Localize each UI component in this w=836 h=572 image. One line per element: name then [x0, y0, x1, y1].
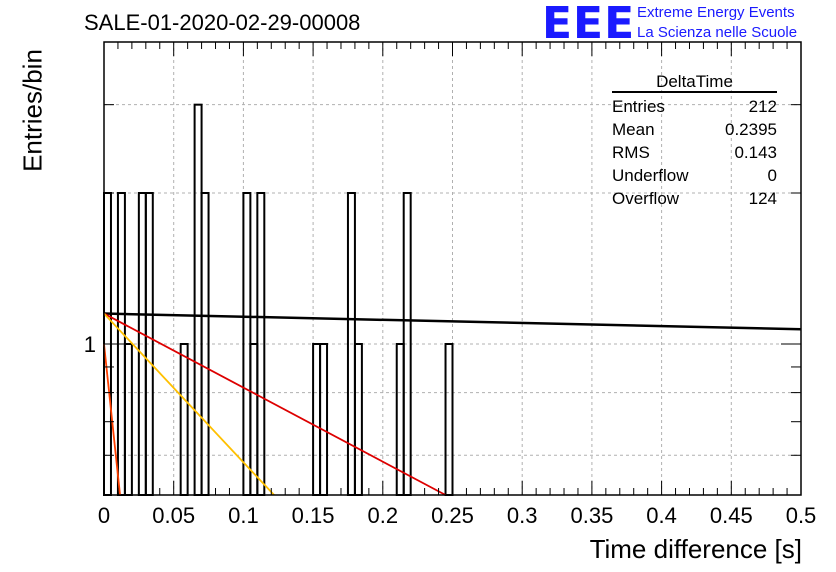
histogram-bin	[179, 343, 189, 496]
stats-label: Entries	[612, 97, 665, 116]
stats-label: Underflow	[612, 166, 689, 185]
eee-logo: EEE	[542, 0, 636, 49]
histogram-bin	[123, 343, 133, 496]
x-tick-label: 0.25	[431, 503, 474, 528]
stats-row-mean: Mean 0.2395	[612, 118, 777, 141]
stats-value: 0.143	[734, 143, 777, 162]
histogram-bin	[193, 103, 203, 497]
fit-black	[103, 312, 802, 331]
x-tick-label: 0.05	[152, 503, 195, 528]
fit-yellow	[103, 312, 275, 496]
y-axis-label: Entries/bin	[17, 49, 48, 172]
stats-row-rms: RMS 0.143	[612, 141, 777, 164]
histogram-bin	[353, 343, 363, 496]
x-tick-label: 0.35	[570, 503, 613, 528]
x-tick-label: 0.15	[292, 503, 335, 528]
stats-value: 124	[748, 189, 777, 208]
stats-box: DeltaTime Entries 212 Mean 0.2395 RMS 0.…	[612, 72, 777, 210]
stats-label: RMS	[612, 143, 650, 162]
fit-red	[103, 312, 446, 496]
stats-label: Overflow	[612, 189, 680, 208]
histogram-bin	[444, 343, 454, 496]
x-tick-label: 0.5	[786, 503, 817, 528]
x-tick-label: 0	[98, 503, 110, 528]
chart-title: SALE-01-2020-02-29-00008	[84, 10, 361, 35]
histogram-bin	[312, 343, 322, 496]
brand-line-2: La Scienza nelle Scuole	[637, 24, 798, 41]
stats-label: Mean	[612, 120, 655, 139]
stats-title: DeltaTime	[612, 72, 777, 93]
x-tick-label: 0.4	[646, 503, 677, 528]
stats-value: 212	[748, 97, 777, 116]
stats-row-entries: Entries 212	[612, 95, 777, 118]
y-tick-label: 1	[84, 332, 96, 357]
stats-value: 0.2395	[725, 120, 777, 139]
brand-line-1: Extreme Energy Events	[637, 4, 795, 21]
x-tick-label: 0.45	[710, 503, 753, 528]
x-axis-label: Time difference [s]	[589, 534, 802, 564]
stats-row-underflow: Underflow 0	[612, 164, 777, 187]
x-tick-label: 0.1	[228, 503, 259, 528]
x-tick-label: 0.2	[368, 503, 399, 528]
stats-value: 0	[767, 166, 777, 185]
x-tick-label: 0.3	[507, 503, 538, 528]
stats-row-overflow: Overflow 124	[612, 187, 777, 210]
fit-orange	[103, 343, 121, 496]
histogram-bin	[319, 343, 329, 496]
